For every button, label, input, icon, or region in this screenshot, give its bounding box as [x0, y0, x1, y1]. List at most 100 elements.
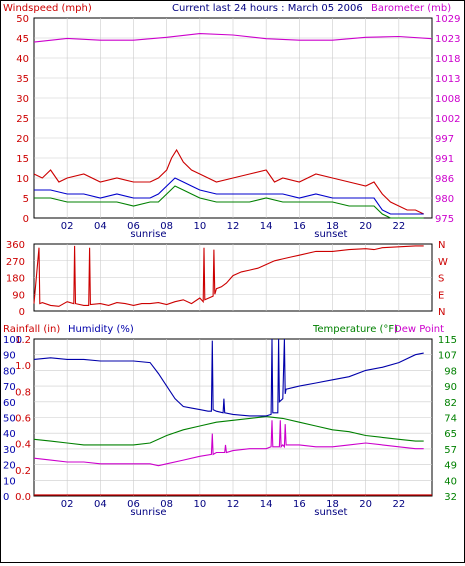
humidity-panel-x-tick-label: 22	[392, 499, 405, 510]
windspeed-y-tick-label: 0	[23, 214, 29, 225]
wind-panel-x-tick-label: 04	[94, 221, 107, 232]
humidity-y-tick-label: 40	[3, 429, 16, 440]
windspeed-y-tick-label: 45	[16, 34, 29, 45]
wind-panel-x-tick-label: 22	[392, 221, 405, 232]
wind-panel-x-tick-label: 10	[193, 221, 206, 232]
windspeed-y-tick-label: 5	[23, 194, 29, 205]
humidity-y-tick-label: 90	[3, 351, 16, 362]
humidity-panel-sunrise-label: sunrise	[130, 507, 166, 518]
direction-compass-label: N	[438, 240, 445, 251]
temperature-y-tick-label: 82	[444, 398, 457, 409]
windspeed-y-tick-label: 25	[16, 114, 29, 125]
temperature-series-line	[33, 416, 424, 446]
humidity-panel-x-tick-label: 16	[293, 499, 306, 510]
barometer-axis-title: Barometer (mb)	[371, 3, 451, 14]
humidity-axis-title: Humidity (%)	[68, 324, 134, 335]
wind-panel-x-tick-label: 02	[61, 221, 74, 232]
humidity-panel-x-tick-label: 02	[61, 499, 74, 510]
humidity-y-tick-label: 0	[3, 492, 9, 503]
windspeed-y-tick-label: 50	[16, 14, 29, 25]
humidity-panel-x-tick-label: 14	[260, 499, 273, 510]
direction-compass-label: E	[438, 290, 444, 301]
humidity-panel-x-tick-label: 08	[160, 499, 173, 510]
temperature-axis-title: Temperature (°F)	[312, 324, 398, 335]
humidity-panel-x-tick-label: 20	[359, 499, 372, 510]
humidity-y-tick-label: 50	[3, 414, 16, 425]
direction-compass-label: S	[438, 274, 444, 285]
barometer-y-tick-label: 1029	[435, 14, 460, 25]
barometer-y-tick-label: 1008	[435, 94, 460, 105]
temperature-y-tick-label: 49	[444, 461, 457, 472]
humidity-y-tick-label: 100	[3, 335, 22, 346]
barometer-y-tick-label: 1013	[435, 74, 460, 85]
humidity-y-tick-label: 30	[3, 445, 16, 456]
rainfall-y-tick-label: 0.0	[15, 492, 31, 503]
temperature-y-tick-label: 98	[444, 366, 457, 377]
humidity-y-tick-label: 70	[3, 382, 16, 393]
barometer-y-tick-label: 1002	[435, 114, 460, 125]
temperature-y-tick-label: 40	[444, 476, 457, 487]
rainfall-y-tick-label: 0.6	[15, 414, 31, 425]
rainfall-y-tick-label: 0.4	[15, 440, 31, 451]
windspeed-axis-title: Windspeed (mph)	[3, 3, 92, 14]
windspeed-y-tick-label: 40	[16, 54, 29, 65]
windspeed-y-tick-label: 35	[16, 74, 29, 85]
humidity-y-tick-label: 60	[3, 398, 16, 409]
windspeed-y-tick-label: 20	[16, 134, 29, 145]
rainfall-y-tick-label: 0.8	[15, 387, 31, 398]
dewpoint-axis-title: Dew Point	[394, 324, 444, 335]
direction-compass-label: N	[438, 307, 445, 318]
barometer-y-tick-label: 991	[435, 154, 454, 165]
wind-panel-sunset-label: sunset	[314, 229, 347, 240]
temperature-y-tick-label: 107	[438, 351, 457, 362]
wind-panel-x-tick-label: 14	[260, 221, 273, 232]
wind-panel-x-tick-label: 08	[160, 221, 173, 232]
humidity-y-tick-label: 10	[3, 476, 16, 487]
wind-panel-sunrise-label: sunrise	[130, 229, 166, 240]
rainfall-axis-title: Rainfall (in)	[3, 324, 60, 335]
wind-panel-x-tick-label: 16	[293, 221, 306, 232]
barometer-series-line	[33, 33, 433, 43]
wind-panel-x-tick-label: 20	[359, 221, 372, 232]
humidity-y-tick-label: 80	[3, 366, 16, 377]
temperature-y-tick-label: 32	[444, 492, 457, 503]
windspeed-series-line	[34, 177, 424, 215]
temperature-y-tick-label: 65	[444, 429, 457, 440]
temperature-y-tick-label: 74	[444, 414, 457, 425]
humidity-panel-x-tick-label: 06	[127, 499, 140, 510]
windspeed-y-tick-label: 30	[16, 94, 29, 105]
rainfall-y-tick-label: 0.2	[15, 466, 31, 477]
wind-barometer-panel: 5045403530252015105010291023101810131008…	[16, 14, 460, 240]
direction-compass-label: W	[438, 257, 448, 268]
humidity-temperature-panel: 1.21.00.80.60.40.20.01009080706050403020…	[3, 335, 457, 518]
humidity-panel-x-tick-label: 10	[193, 499, 206, 510]
wind-low-series-line	[34, 185, 424, 219]
windspeed-y-tick-label: 15	[16, 154, 29, 165]
humidity-panel-sunset-label: sunset	[314, 507, 347, 518]
humidity-panel-x-tick-label: 12	[227, 499, 240, 510]
humidity-panel-x-tick-label: 04	[94, 499, 107, 510]
wind-panel-x-tick-label: 06	[127, 221, 140, 232]
humidity-panel-x-tick-label: 18	[326, 499, 339, 510]
barometer-y-tick-label: 1023	[435, 34, 460, 45]
humidity-series-line	[33, 338, 424, 417]
barometer-y-tick-label: 997	[435, 134, 454, 145]
rainfall-y-tick-label: 1.0	[15, 361, 31, 372]
direction-y-tick-label: 180	[6, 274, 25, 285]
rainfall-y-tick-label: 1.2	[15, 335, 31, 346]
direction-y-tick-label: 0	[19, 307, 25, 318]
windspeed-y-tick-label: 10	[16, 174, 29, 185]
barometer-y-tick-label: 980	[435, 194, 454, 205]
wind-gust-series-line	[33, 148, 424, 215]
temperature-y-tick-label: 115	[438, 335, 457, 346]
dewpoint-series-line	[33, 420, 424, 467]
barometer-y-tick-label: 975	[435, 214, 454, 225]
chart-title: Current last 24 hours : March 05 2006	[172, 3, 363, 14]
wind-panel-x-tick-label: 12	[227, 221, 240, 232]
direction-y-tick-label: 270	[6, 257, 25, 268]
humidity-y-tick-label: 20	[3, 461, 16, 472]
barometer-y-tick-label: 1018	[435, 54, 460, 65]
wind-direction-series-line	[33, 245, 424, 307]
